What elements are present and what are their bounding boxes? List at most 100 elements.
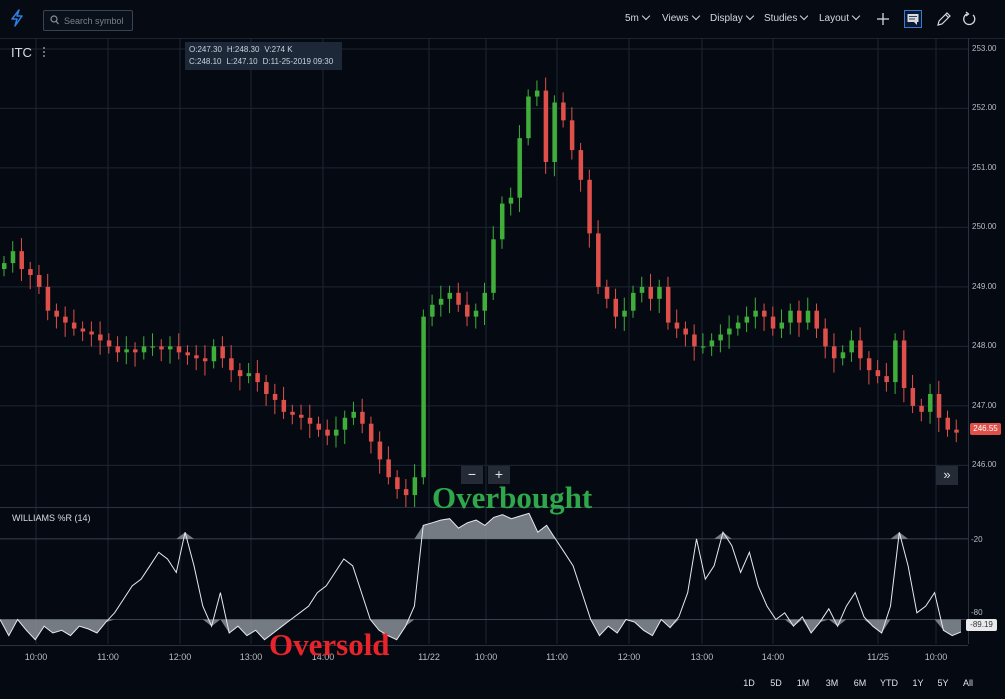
candle (866, 351, 872, 385)
price-axis[interactable]: 253.00 252.00 251.00 250.00 249.00 248.00 247.… (968, 38, 1005, 644)
price-tick-label: 247.00 (972, 400, 997, 410)
time-tick-label: 13:00 (690, 652, 714, 662)
candle (176, 333, 182, 360)
plus-icon: + (494, 466, 504, 482)
time-tick-label: 10:00 (24, 652, 48, 662)
time-axis[interactable] (0, 645, 968, 671)
range-button-ytd[interactable]: YTD (880, 678, 898, 688)
studies-menu[interactable]: Studies (764, 11, 809, 24)
chevron-down-icon (800, 11, 809, 21)
zoom-out-button[interactable]: − (461, 466, 483, 484)
williams-r-pane[interactable] (0, 508, 968, 644)
time-tick-label: 13:00 (239, 652, 263, 662)
candle (543, 77, 549, 174)
candle (167, 336, 173, 364)
candle (622, 297, 627, 331)
views-menu[interactable]: Views (662, 11, 700, 24)
refresh-icon[interactable] (960, 10, 978, 28)
candle (665, 276, 671, 330)
minus-icon: − (467, 466, 477, 482)
candle (106, 333, 112, 354)
pencil-icon[interactable] (935, 10, 953, 28)
candle (875, 360, 881, 384)
candle (2, 255, 7, 277)
candle (491, 226, 496, 300)
price-chart[interactable] (0, 38, 968, 507)
candle (377, 431, 383, 474)
candle (412, 464, 418, 507)
open-value: O:247.30 (189, 45, 222, 54)
indicator-title[interactable]: WILLIAMS %R (14) (12, 513, 91, 523)
candle (342, 410, 348, 444)
candle (482, 282, 487, 325)
candle (604, 279, 610, 309)
candle (639, 276, 645, 303)
candle (89, 321, 94, 347)
candle (517, 125, 522, 212)
candle (727, 315, 732, 349)
williams-r-plot[interactable] (0, 508, 968, 644)
more-options-icon[interactable] (43, 47, 46, 59)
candle (133, 342, 138, 367)
candle (657, 279, 662, 314)
indicator-level-upper: -20 (971, 535, 983, 544)
candle (299, 404, 304, 430)
candle (735, 315, 741, 336)
search-input[interactable] (62, 13, 132, 29)
candle (36, 264, 42, 295)
range-button-5y[interactable]: 5Y (937, 678, 949, 688)
range-button-6m[interactable]: 6M (853, 678, 867, 688)
display-label: Display (710, 13, 743, 24)
candle (438, 285, 444, 317)
time-tick-label: 10:00 (474, 652, 498, 662)
display-menu[interactable]: Display (710, 11, 755, 24)
candle (884, 363, 889, 392)
candle (797, 300, 802, 337)
range-button-1d[interactable]: 1D (743, 678, 755, 688)
candle (718, 324, 723, 353)
range-button-1m[interactable]: 1M (796, 678, 810, 688)
candle (893, 333, 898, 394)
candle (255, 360, 260, 392)
oversold-fill (0, 619, 961, 640)
layout-menu[interactable]: Layout (819, 11, 861, 24)
candle (578, 142, 584, 192)
price-tick-label: 251.00 (972, 162, 997, 172)
candle (779, 309, 785, 339)
symbol-search[interactable] (43, 10, 133, 31)
zoom-in-button[interactable]: + (488, 466, 510, 484)
candlestick-plot[interactable] (0, 38, 968, 507)
comment-icon[interactable] (904, 10, 922, 28)
indicator-level-lower: -80 (971, 608, 983, 617)
range-button-3m[interactable]: 3M (825, 678, 839, 688)
candle (936, 380, 942, 433)
range-button-1y[interactable]: 1Y (912, 678, 924, 688)
low-value: L:247.10 (226, 57, 258, 66)
candle (692, 324, 697, 361)
candle (770, 306, 776, 336)
range-button-all[interactable]: All (962, 678, 974, 688)
candle (631, 285, 636, 318)
time-tick-label: 11:00 (546, 652, 568, 662)
time-tick-label: 14:00 (311, 652, 335, 662)
candle (569, 107, 575, 160)
chevron-down-icon (691, 11, 700, 21)
candle (823, 318, 828, 359)
price-tick-label: 246.00 (972, 460, 997, 470)
oversold-annotation: Oversold (269, 627, 390, 662)
interval-menu[interactable]: 5m (625, 11, 651, 24)
range-button-5d[interactable]: 5D (770, 678, 782, 688)
plus-icon[interactable] (874, 10, 892, 28)
time-tick-label: 12:00 (168, 652, 192, 662)
candle (858, 327, 863, 371)
pane-divider[interactable] (0, 507, 968, 508)
candle (700, 333, 706, 354)
candle (220, 336, 225, 368)
views-label: Views (662, 13, 689, 24)
candle (831, 333, 837, 373)
lightning-icon[interactable] (8, 9, 26, 27)
candle (945, 410, 951, 437)
candle (272, 383, 278, 415)
scroll-to-latest-button[interactable]: » (936, 466, 958, 485)
candle (762, 303, 767, 331)
